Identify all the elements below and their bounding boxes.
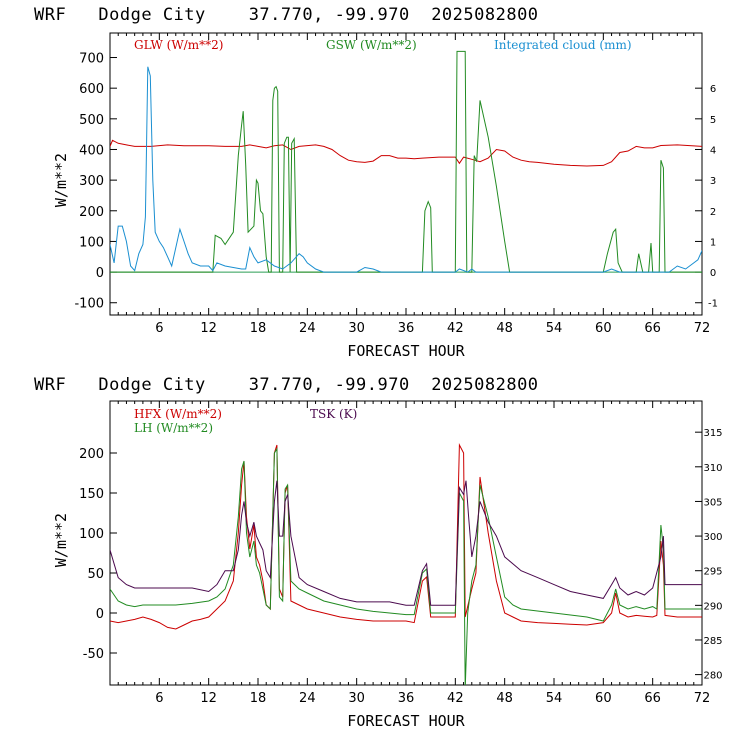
x-tick-label: 12 <box>200 691 217 706</box>
top-chart-plot-area: 6 12 18 24 30 36 42 48 54 60 66 72-1000100200300400… <box>74 32 718 336</box>
y-tick-label: 600 <box>79 82 104 97</box>
top-chart-xlabel: FORECAST HOUR <box>347 342 465 360</box>
bottom-chart-xlabel: FORECAST HOUR <box>347 712 465 730</box>
y2-tick-label: 305 <box>703 497 722 508</box>
x-tick-label: 24 <box>299 321 316 336</box>
plot-frame <box>109 32 703 316</box>
x-tick-label: 66 <box>644 691 661 706</box>
y-tick-label: 150 <box>79 487 104 502</box>
x-tick-label: 12 <box>200 321 217 336</box>
top-legend-gsw: GSW (W/m**2) <box>326 38 417 52</box>
x-tick-label: 54 <box>546 691 563 706</box>
y2-tick-label: 290 <box>703 601 722 612</box>
x-tick-label: 18 <box>250 321 267 336</box>
series-line-1 <box>110 50 702 273</box>
y2-tick-label: 4 <box>710 145 716 156</box>
bottom-chart: WRF Dodge City 37.770, -99.970 202508280… <box>34 375 723 730</box>
x-tick-label: 24 <box>299 691 316 706</box>
x-tick-label: 30 <box>348 691 365 706</box>
x-tick-label: 60 <box>595 321 612 336</box>
y-tick-label: 300 <box>79 174 104 189</box>
x-tick-label: 6 <box>155 321 163 336</box>
y-tick-label: 50 <box>87 567 104 582</box>
x-tick-label: 42 <box>447 321 464 336</box>
y2-tick-label: 310 <box>703 463 722 474</box>
bottom-chart-title: WRF Dodge City 37.770, -99.970 202508280… <box>34 375 539 395</box>
plot-frame <box>109 400 703 686</box>
y2-tick-label: 300 <box>703 532 722 543</box>
series-line-0 <box>110 139 702 167</box>
y-tick-label: 0 <box>96 266 104 281</box>
bottom-legend-tsk: TSK (K) <box>310 407 357 421</box>
top-chart-ylabel: W/m**2 <box>52 153 70 207</box>
x-tick-label: 72 <box>694 691 711 706</box>
y2-tick-label: 315 <box>703 428 722 439</box>
top-legend-glw: GLW (W/m**2) <box>134 38 223 52</box>
bottom-legend-hfx: HFX (W/m**2) <box>134 407 222 421</box>
x-tick-label: 36 <box>398 691 415 706</box>
x-tick-label: 72 <box>694 321 711 336</box>
series-line-1 <box>110 447 702 685</box>
y2-tick-label: 285 <box>703 636 722 647</box>
y-tick-label: 200 <box>79 447 104 462</box>
y-tick-label: -50 <box>83 647 104 662</box>
top-chart: WRF Dodge City 37.770, -99.970 202508280… <box>34 5 718 360</box>
x-tick-label: 30 <box>348 321 365 336</box>
y2-tick-label: 0 <box>710 268 716 279</box>
y-tick-label: 400 <box>79 143 104 158</box>
series-line-0 <box>110 443 702 630</box>
y-tick-label: 200 <box>79 205 104 220</box>
y2-tick-label: 280 <box>703 671 722 682</box>
top-legend-cloud: Integrated cloud (mm) <box>494 38 632 52</box>
x-tick-label: 66 <box>644 321 661 336</box>
y-tick-label: 100 <box>79 235 104 250</box>
x-tick-label: 48 <box>496 321 513 336</box>
y-tick-label: 100 <box>79 527 104 542</box>
x-tick-label: 48 <box>496 691 513 706</box>
x-tick-label: 42 <box>447 691 464 706</box>
x-tick-label: 54 <box>546 321 563 336</box>
x-tick-label: 36 <box>398 321 415 336</box>
y-tick-label: 0 <box>96 607 104 622</box>
y2-tick-label: 5 <box>710 115 716 126</box>
y2-tick-label: 295 <box>703 567 722 578</box>
x-tick-label: 60 <box>595 691 612 706</box>
x-tick-label: 18 <box>250 691 267 706</box>
series-line-2 <box>110 66 702 273</box>
y2-tick-label: 3 <box>710 176 716 187</box>
series-line-2 <box>110 480 702 606</box>
y-tick-label: 700 <box>79 52 104 67</box>
y-tick-label: 500 <box>79 113 104 128</box>
bottom-chart-ylabel: W/m**2 <box>52 513 70 567</box>
y2-tick-label: 1 <box>710 237 716 248</box>
top-chart-title: WRF Dodge City 37.770, -99.970 202508280… <box>34 5 539 25</box>
y2-tick-label: -1 <box>708 299 718 310</box>
y2-tick-label: 6 <box>710 84 716 95</box>
y2-tick-label: 2 <box>710 207 716 218</box>
bottom-legend-lh: LH (W/m**2) <box>134 421 213 435</box>
x-tick-label: 6 <box>155 691 163 706</box>
bottom-chart-plot-area: 6 12 18 24 30 36 42 48 54 60 66 72 -50 0 50 100 150 200 28… <box>79 400 723 706</box>
y-tick-label: -100 <box>74 297 104 312</box>
